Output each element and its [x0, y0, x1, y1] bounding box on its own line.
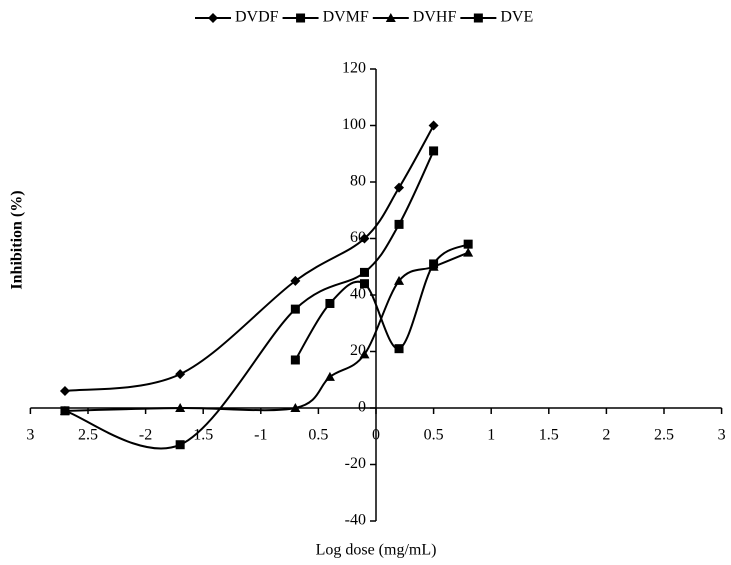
legend-label: DVDF [235, 9, 279, 26]
y-tick-label: 40 [350, 286, 366, 303]
x-tick-label: 3 [718, 427, 726, 444]
marker [463, 239, 473, 249]
x-tick-label: 0.5 [424, 427, 444, 444]
marker [428, 120, 439, 131]
x-tick-label: 2 [602, 427, 610, 444]
marker [385, 13, 396, 22]
marker [175, 403, 186, 412]
y-tick-label: -40 [345, 512, 366, 529]
series-line [294, 243, 469, 361]
x-tick-label: 0.5 [308, 427, 328, 444]
marker [359, 279, 369, 289]
legend-label: DVHF [413, 9, 457, 26]
y-tick-label: 60 [350, 229, 366, 246]
y-tick-label: 80 [350, 173, 366, 190]
x-tick-label: 1.5 [539, 427, 559, 444]
marker [175, 369, 186, 380]
marker [359, 349, 370, 359]
x-tick-label: -2 [139, 427, 152, 444]
x-tick-label: -1 [254, 427, 267, 444]
marker [394, 182, 405, 193]
x-tick-label: 0 [372, 427, 380, 444]
x-tick-label: 2.5 [654, 427, 674, 444]
marker [208, 13, 218, 23]
marker [290, 275, 301, 286]
x-axis-title: Log dose (mg/mL) [316, 542, 437, 559]
marker [394, 275, 405, 285]
legend-label: DVMF [323, 9, 369, 26]
y-tick-label: 0 [358, 399, 366, 416]
marker [359, 233, 370, 244]
x-tick-label: 1 [487, 427, 495, 444]
marker [394, 219, 404, 229]
marker [394, 344, 404, 354]
x-tick-label: 2.5 [78, 427, 98, 444]
marker [324, 371, 335, 381]
marker [290, 304, 300, 314]
x-tick-label: 3 [26, 427, 34, 444]
x-tick-label: 1.5 [193, 427, 213, 444]
legend-label: DVE [500, 9, 533, 26]
marker [429, 146, 439, 156]
marker [429, 259, 439, 269]
marker [59, 405, 70, 415]
marker [359, 267, 369, 277]
series-line [64, 150, 435, 450]
marker [473, 13, 483, 23]
y-axis-title: Inhibition (%) [9, 190, 26, 289]
marker [296, 13, 306, 23]
marker [325, 298, 335, 308]
y-tick-label: -20 [345, 455, 366, 472]
marker [59, 386, 70, 397]
marker [175, 440, 185, 450]
y-tick-label: 100 [342, 116, 366, 133]
marker [290, 355, 300, 365]
marker [290, 403, 301, 412]
marker [463, 247, 474, 257]
y-tick-label: 120 [342, 60, 366, 77]
